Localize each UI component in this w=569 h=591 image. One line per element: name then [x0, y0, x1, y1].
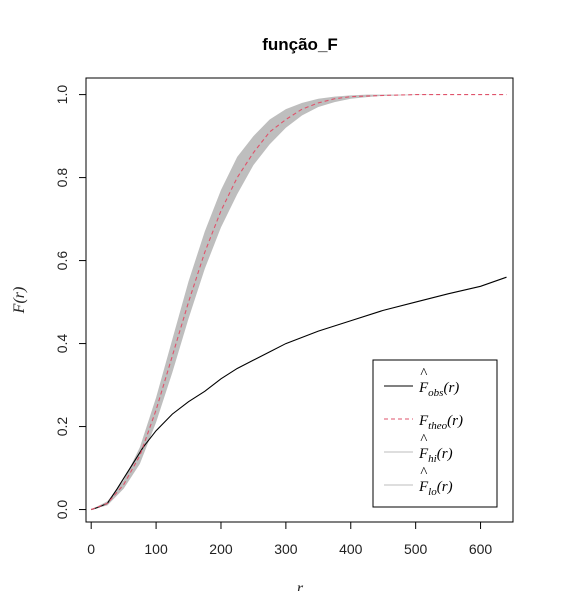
- series-layer: [90, 94, 507, 511]
- legend-label-obs: Fobs(r): [418, 380, 459, 399]
- legend-hat-hi: ^: [420, 432, 428, 448]
- series-line-theo: [90, 94, 507, 511]
- series-line-obs: [91, 276, 507, 511]
- x-tick-label: 300: [274, 541, 298, 557]
- y-axis: 0.0 0.2 0.4 0.6 0.8 1.0: [54, 85, 87, 520]
- legend: Fobs(r)^Ftheo(r)Fhi(r)^Flo(r)^: [372, 359, 498, 508]
- y-tick-label: 0.4: [54, 334, 70, 354]
- y-tick-label: 0.2: [54, 417, 70, 437]
- x-tick-label: 400: [339, 541, 363, 557]
- legend-label-hi: Fhi(r): [418, 446, 453, 465]
- legend-label-lo: Flo(r): [418, 479, 453, 498]
- envelope-band: [91, 94, 507, 510]
- legend-label-theo: Ftheo(r): [418, 413, 463, 432]
- y-tick-label: 1.0: [54, 85, 70, 105]
- envelope-band-layer: [91, 94, 507, 510]
- x-tick-label: 0: [87, 541, 95, 557]
- x-axis-label: r: [297, 580, 304, 591]
- y-tick-label: 0.8: [54, 168, 70, 188]
- x-tick-label: 500: [404, 541, 428, 557]
- legend-box: [372, 359, 498, 508]
- legend-hat-obs: ^: [420, 366, 428, 382]
- legend-hat-lo: ^: [420, 465, 428, 481]
- y-tick-label: 0.0: [54, 500, 70, 520]
- y-tick-label: 0.6: [54, 251, 70, 271]
- x-axis: 0 100 200 300 400 500 600: [87, 521, 493, 557]
- chart-title: função_F: [262, 35, 338, 54]
- x-tick-label: 100: [144, 541, 168, 557]
- y-axis-label: F(r): [11, 287, 28, 315]
- x-tick-label: 200: [209, 541, 233, 557]
- x-tick-label: 600: [469, 541, 493, 557]
